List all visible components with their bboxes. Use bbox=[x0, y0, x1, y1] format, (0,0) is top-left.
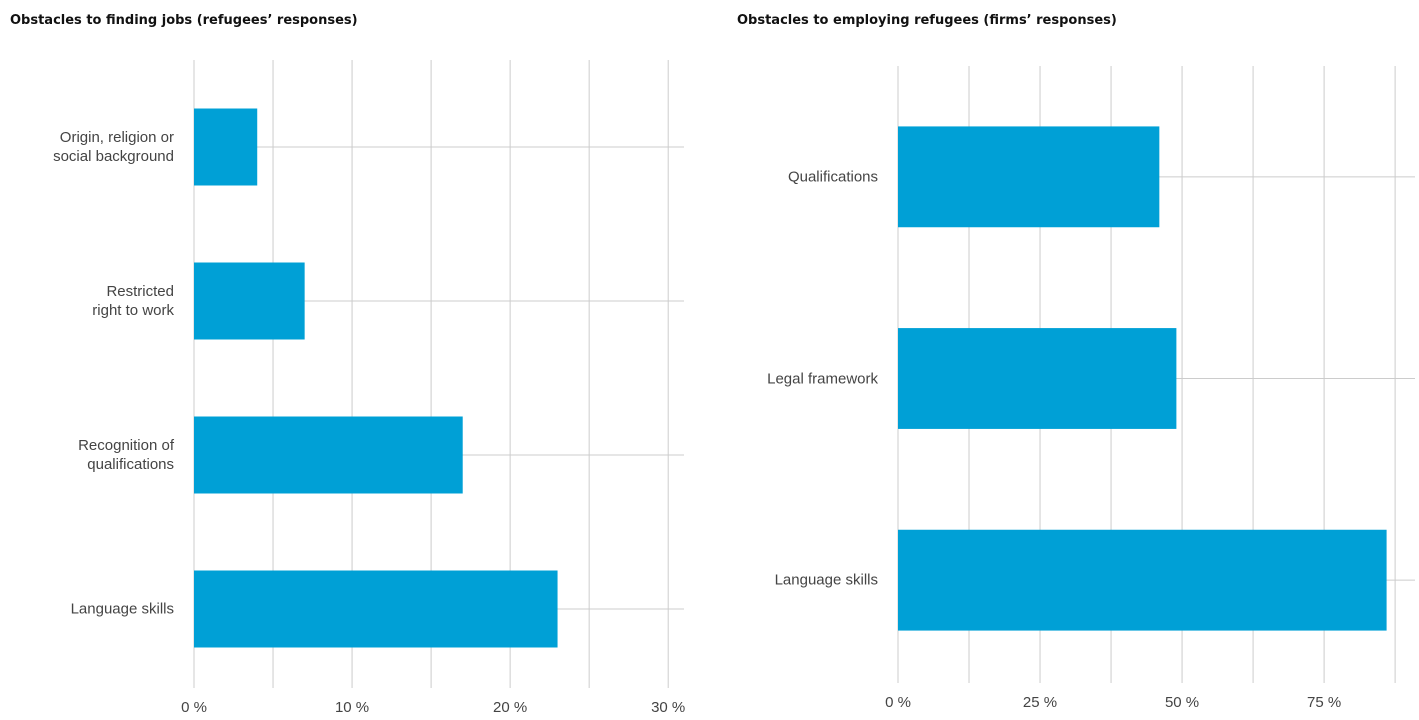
bar bbox=[194, 416, 463, 494]
x-tick-label: 50 % bbox=[1165, 694, 1199, 711]
y-tick-label: Restricted right to work bbox=[92, 283, 174, 319]
y-tick-label: Origin, religion or social background bbox=[53, 129, 174, 165]
bar bbox=[194, 262, 305, 340]
y-tick-label: Language skills bbox=[70, 600, 174, 618]
x-tick-label: 20 % bbox=[493, 699, 527, 716]
chart-title: Obstacles to finding jobs (refugees’ res… bbox=[10, 13, 358, 28]
bar bbox=[898, 126, 1160, 228]
bar bbox=[898, 529, 1387, 631]
x-tick-label: 25 % bbox=[1023, 694, 1057, 711]
x-tick-label: 0 % bbox=[885, 694, 911, 711]
bar bbox=[898, 328, 1177, 429]
x-tick-label: 75 % bbox=[1307, 694, 1341, 711]
bar bbox=[194, 570, 558, 648]
y-tick-label: Recognition of qualifications bbox=[78, 437, 174, 473]
y-tick-label: Language skills bbox=[774, 571, 878, 589]
x-tick-label: 0 % bbox=[181, 699, 207, 716]
x-tick-label: 10 % bbox=[335, 699, 369, 716]
bar bbox=[194, 108, 258, 186]
y-tick-label: Qualifications bbox=[787, 168, 878, 186]
y-tick-label: Legal framework bbox=[767, 370, 878, 387]
x-tick-label: 30 % bbox=[651, 699, 685, 716]
chart-title: Obstacles to employing refugees (firms’ … bbox=[737, 13, 1117, 28]
